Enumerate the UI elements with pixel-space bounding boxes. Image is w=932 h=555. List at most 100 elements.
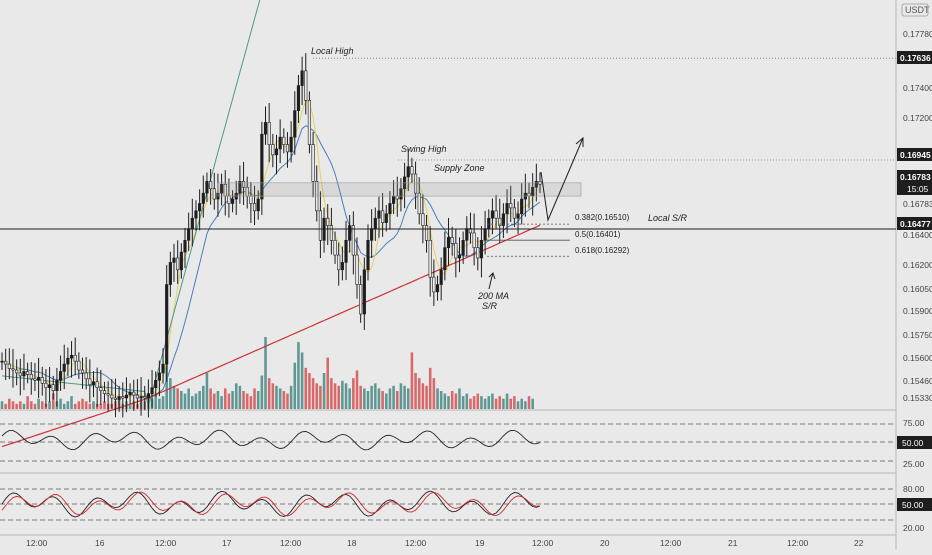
volume-bar	[26, 396, 29, 409]
candle-body	[410, 166, 414, 175]
volume-bar	[304, 367, 308, 409]
volume-bar	[51, 393, 55, 409]
candle-body	[40, 377, 44, 384]
volume-bar	[395, 391, 399, 409]
volume-bar	[352, 378, 355, 409]
oscillator-axis: 75.00 50.00 25.00 80.00 50.00 20.00	[897, 418, 932, 533]
volume-bar	[11, 401, 15, 409]
candle-body	[304, 70, 308, 101]
volume-bar	[381, 391, 384, 409]
volume-bar	[267, 378, 271, 409]
price-tick: 0.15330	[903, 393, 932, 403]
candle-body	[274, 148, 279, 156]
candle-body	[271, 144, 275, 156]
volume-bar	[374, 383, 377, 409]
stoch-d-line	[1, 491, 541, 517]
candle-body	[84, 372, 88, 380]
candle-body	[457, 254, 462, 259]
candle-body	[377, 210, 381, 219]
candle-body	[146, 393, 150, 399]
volume-bar	[308, 373, 311, 409]
volume-bar	[180, 391, 183, 409]
candle-body	[413, 173, 418, 194]
candle-body	[62, 363, 66, 372]
oscillator-lines	[1, 429, 541, 518]
candle-body	[154, 380, 158, 388]
time-tick: 21	[728, 538, 738, 548]
volume-bar	[194, 393, 198, 409]
candle-body	[267, 122, 271, 145]
time-tick: 20	[600, 538, 610, 548]
price-tick: 0.16050	[903, 284, 932, 294]
ma-label-line1: 200 MA	[477, 291, 509, 301]
candle-body	[176, 257, 180, 271]
candle-body	[318, 210, 322, 241]
fib-0618-label: 0.618(0.16292)	[575, 246, 630, 255]
volume-bar	[388, 388, 392, 409]
candle-body	[344, 240, 348, 263]
price-tick: 0.17200	[903, 113, 932, 123]
candle-body	[395, 195, 399, 200]
volume-bar	[286, 393, 289, 409]
volume-bar	[234, 383, 238, 409]
annotations[interactable]: Local High Swing High Supply Zone Local …	[311, 46, 688, 311]
volume-bar	[421, 383, 425, 409]
price-levels[interactable]	[0, 57, 896, 257]
volume-bar	[260, 375, 264, 409]
rsi-value: 50.00	[902, 438, 924, 448]
volume-bar	[363, 388, 366, 409]
volume-bar	[8, 398, 11, 409]
volume-bar	[29, 401, 33, 409]
candle-body	[150, 387, 154, 394]
volume-bar	[472, 396, 476, 409]
candle-body	[516, 213, 520, 219]
time-tick: 22	[854, 538, 864, 548]
volume-bar	[88, 403, 92, 409]
volume-bar	[249, 396, 253, 409]
volume-bar	[4, 403, 7, 409]
candle-body	[47, 384, 52, 388]
candle-body	[381, 210, 385, 223]
currency-box[interactable]	[901, 3, 929, 17]
candle-body	[110, 394, 114, 399]
candle-body	[132, 391, 136, 396]
volume-bar	[256, 391, 260, 409]
candle-body	[300, 70, 304, 86]
volume-bar	[275, 385, 278, 409]
volume-bar	[300, 352, 304, 409]
volume-bar	[245, 393, 249, 409]
ma-yellow-line	[1, 100, 541, 398]
candle-body	[487, 217, 491, 229]
volume-bar	[483, 398, 487, 409]
candle-body	[220, 184, 224, 194]
volume-bar	[447, 396, 450, 409]
volume-bar	[322, 373, 326, 409]
volume-bar	[476, 393, 480, 409]
volume-bar	[253, 388, 256, 409]
volume-bar	[176, 388, 179, 409]
volume-bar	[359, 385, 362, 409]
local-high-label: Local High	[311, 46, 354, 56]
volume-bar	[0, 401, 4, 409]
candle-body	[187, 228, 191, 241]
candle-body	[359, 284, 363, 315]
time-tick: 12:00	[405, 538, 427, 548]
candle-body	[190, 217, 194, 229]
candle-body	[91, 381, 96, 386]
candle-body	[450, 237, 454, 244]
volume-bar	[62, 403, 66, 409]
candle-body	[384, 213, 388, 223]
price-tick: 0.15600	[903, 353, 932, 363]
candle-body	[69, 354, 74, 359]
candle-body	[509, 203, 513, 209]
stoch-value-bg	[897, 498, 932, 511]
candle-body	[44, 382, 48, 388]
volume-bar	[278, 388, 282, 409]
ma-red-line	[1, 224, 541, 448]
volume-bar	[355, 370, 359, 409]
volume-bar	[509, 398, 513, 409]
volume-bar	[169, 378, 172, 409]
time-tick: 12:00	[532, 538, 554, 548]
